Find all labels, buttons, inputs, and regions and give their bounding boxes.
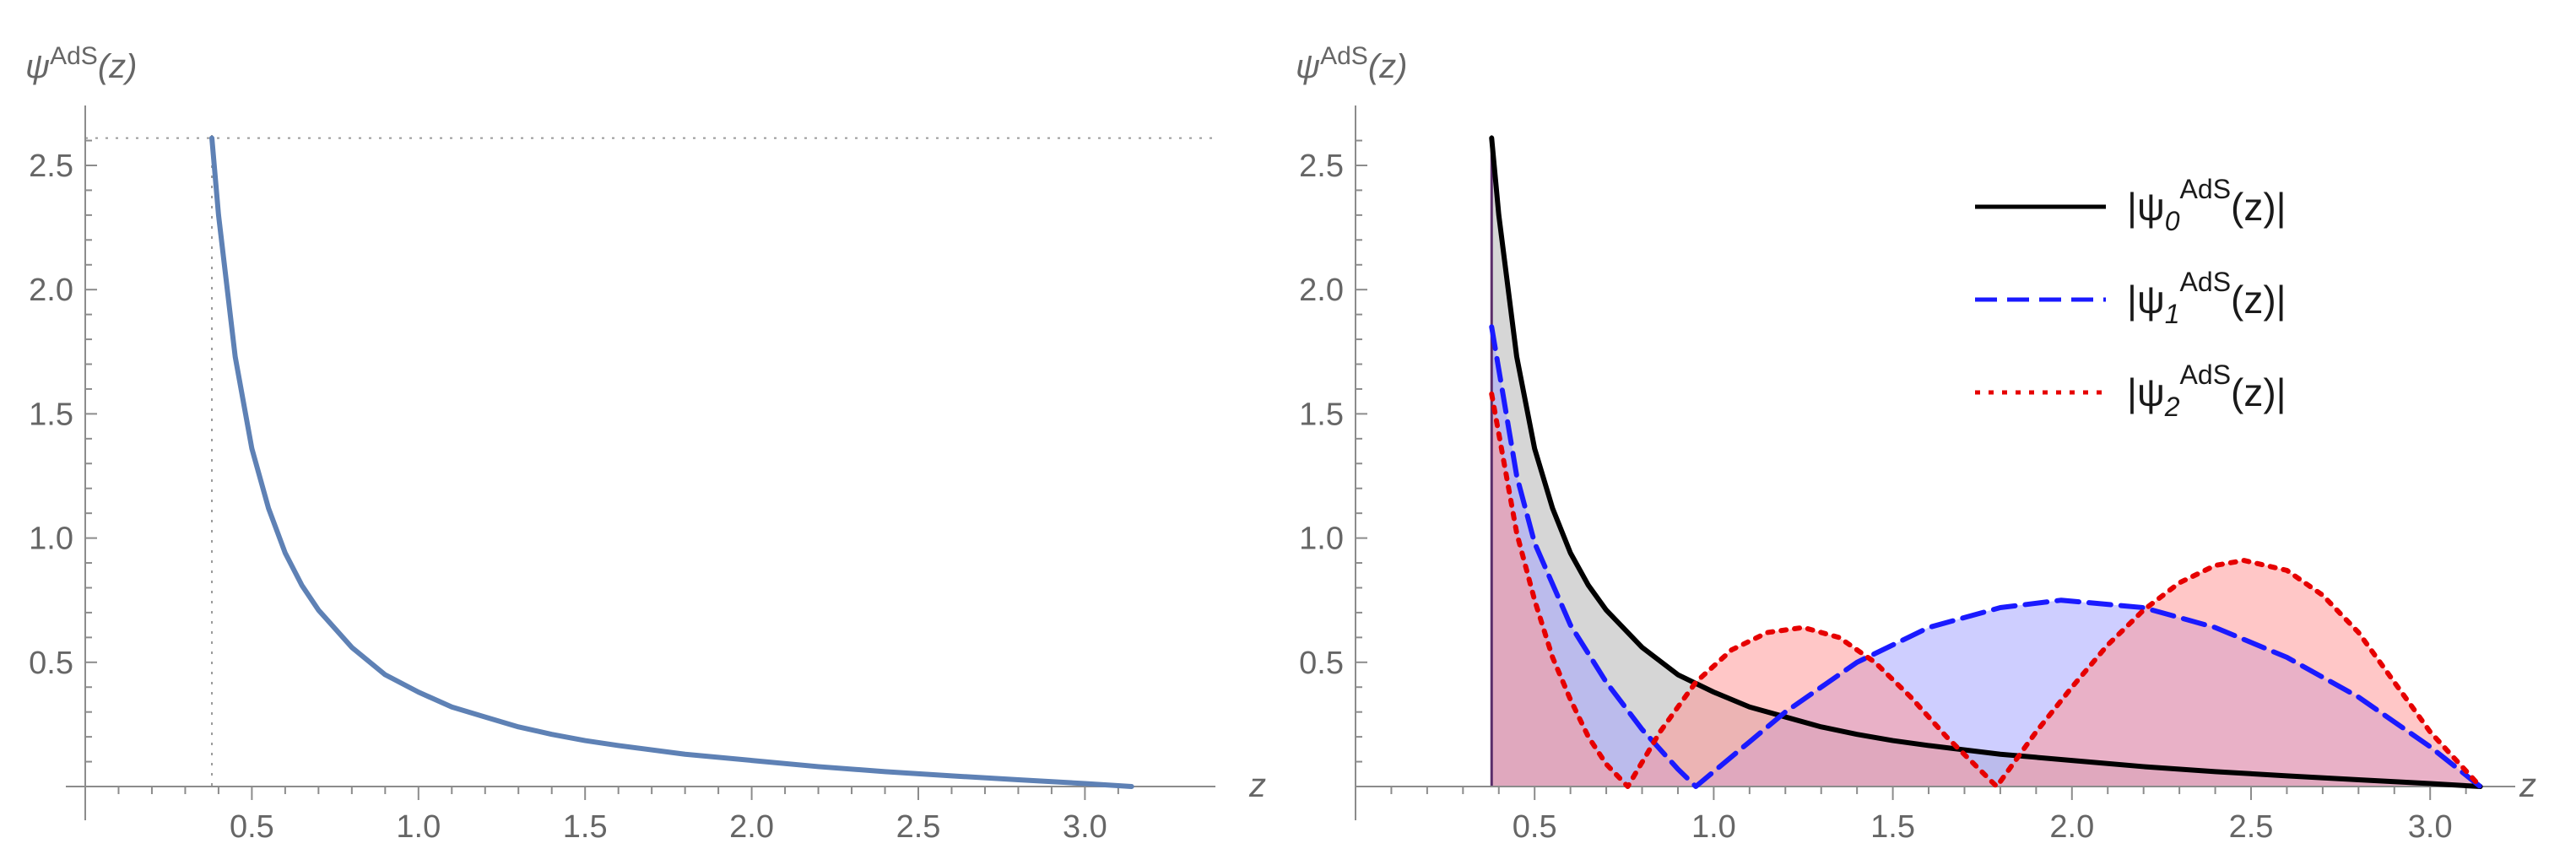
y-tick-label: 1.0 xyxy=(1299,522,1344,557)
y-tick-label: 2.0 xyxy=(29,273,73,308)
x-tick-label: 1.0 xyxy=(1691,809,1736,845)
legend-label-1: |ψ1AdS(z)| xyxy=(2127,267,2286,329)
y-tick-label: 1.0 xyxy=(29,522,73,557)
series-2-fill-area xyxy=(1491,393,2481,787)
y-tick-label: 0.5 xyxy=(1299,646,1344,681)
legend-label-0: |ψ0AdS(z)| xyxy=(2127,174,2286,236)
y-tick-label: 1.5 xyxy=(1299,397,1344,432)
x-tick-label: 3.0 xyxy=(2408,809,2453,845)
x-tick-label: 1.5 xyxy=(563,809,608,845)
series-0-line xyxy=(1489,135,2483,789)
y-tick-label: 1.5 xyxy=(29,397,73,432)
series-0-line xyxy=(209,135,1134,789)
y-tick-label: 2.5 xyxy=(29,149,73,184)
x-tick-label: 2.0 xyxy=(729,809,774,845)
legend-label-2: |ψ2AdS(z)| xyxy=(2127,360,2286,422)
x-tick-label: 2.0 xyxy=(2049,809,2094,845)
series-2-line xyxy=(1489,391,2483,789)
x-tick-label: 0.5 xyxy=(1513,809,1557,845)
x-tick-label: 1.0 xyxy=(396,809,441,845)
x-tick-label: 0.5 xyxy=(230,809,274,845)
right-chart-panel: 0.5 1.0 1.5 2.0 2.5 3.0 0.5 1.0 1.5 2.0 2.5 ψAdS(z)… xyxy=(1296,42,2536,845)
y-axis-title: ψAdS(z) xyxy=(25,42,137,85)
left-chart-panel: 0.5 1.0 1.5 2.0 2.5 3.0 0.5 1.0 1.5 2.0 2.5 ψAdS(z)… xyxy=(25,42,1266,845)
y-tick-label: 2.5 xyxy=(1299,149,1344,184)
x-tick-label: 2.5 xyxy=(2229,809,2274,845)
x-tick-label: 3.0 xyxy=(1063,809,1107,845)
legend: |ψ0AdS(z)| |ψ1AdS(z)| |ψ2AdS(z)| xyxy=(1975,174,2286,422)
y-tick-label: 0.5 xyxy=(29,646,73,681)
y-tick-label: 2.0 xyxy=(1299,273,1344,308)
x-tick-label: 2.5 xyxy=(896,809,941,845)
x-tick-label: 1.5 xyxy=(1870,809,1915,845)
x-axis-title: z xyxy=(2519,767,2536,804)
x-axis-title: z xyxy=(1248,767,1266,804)
series-1-line xyxy=(1489,324,2483,789)
y-axis-title: ψAdS(z) xyxy=(1296,42,1407,85)
